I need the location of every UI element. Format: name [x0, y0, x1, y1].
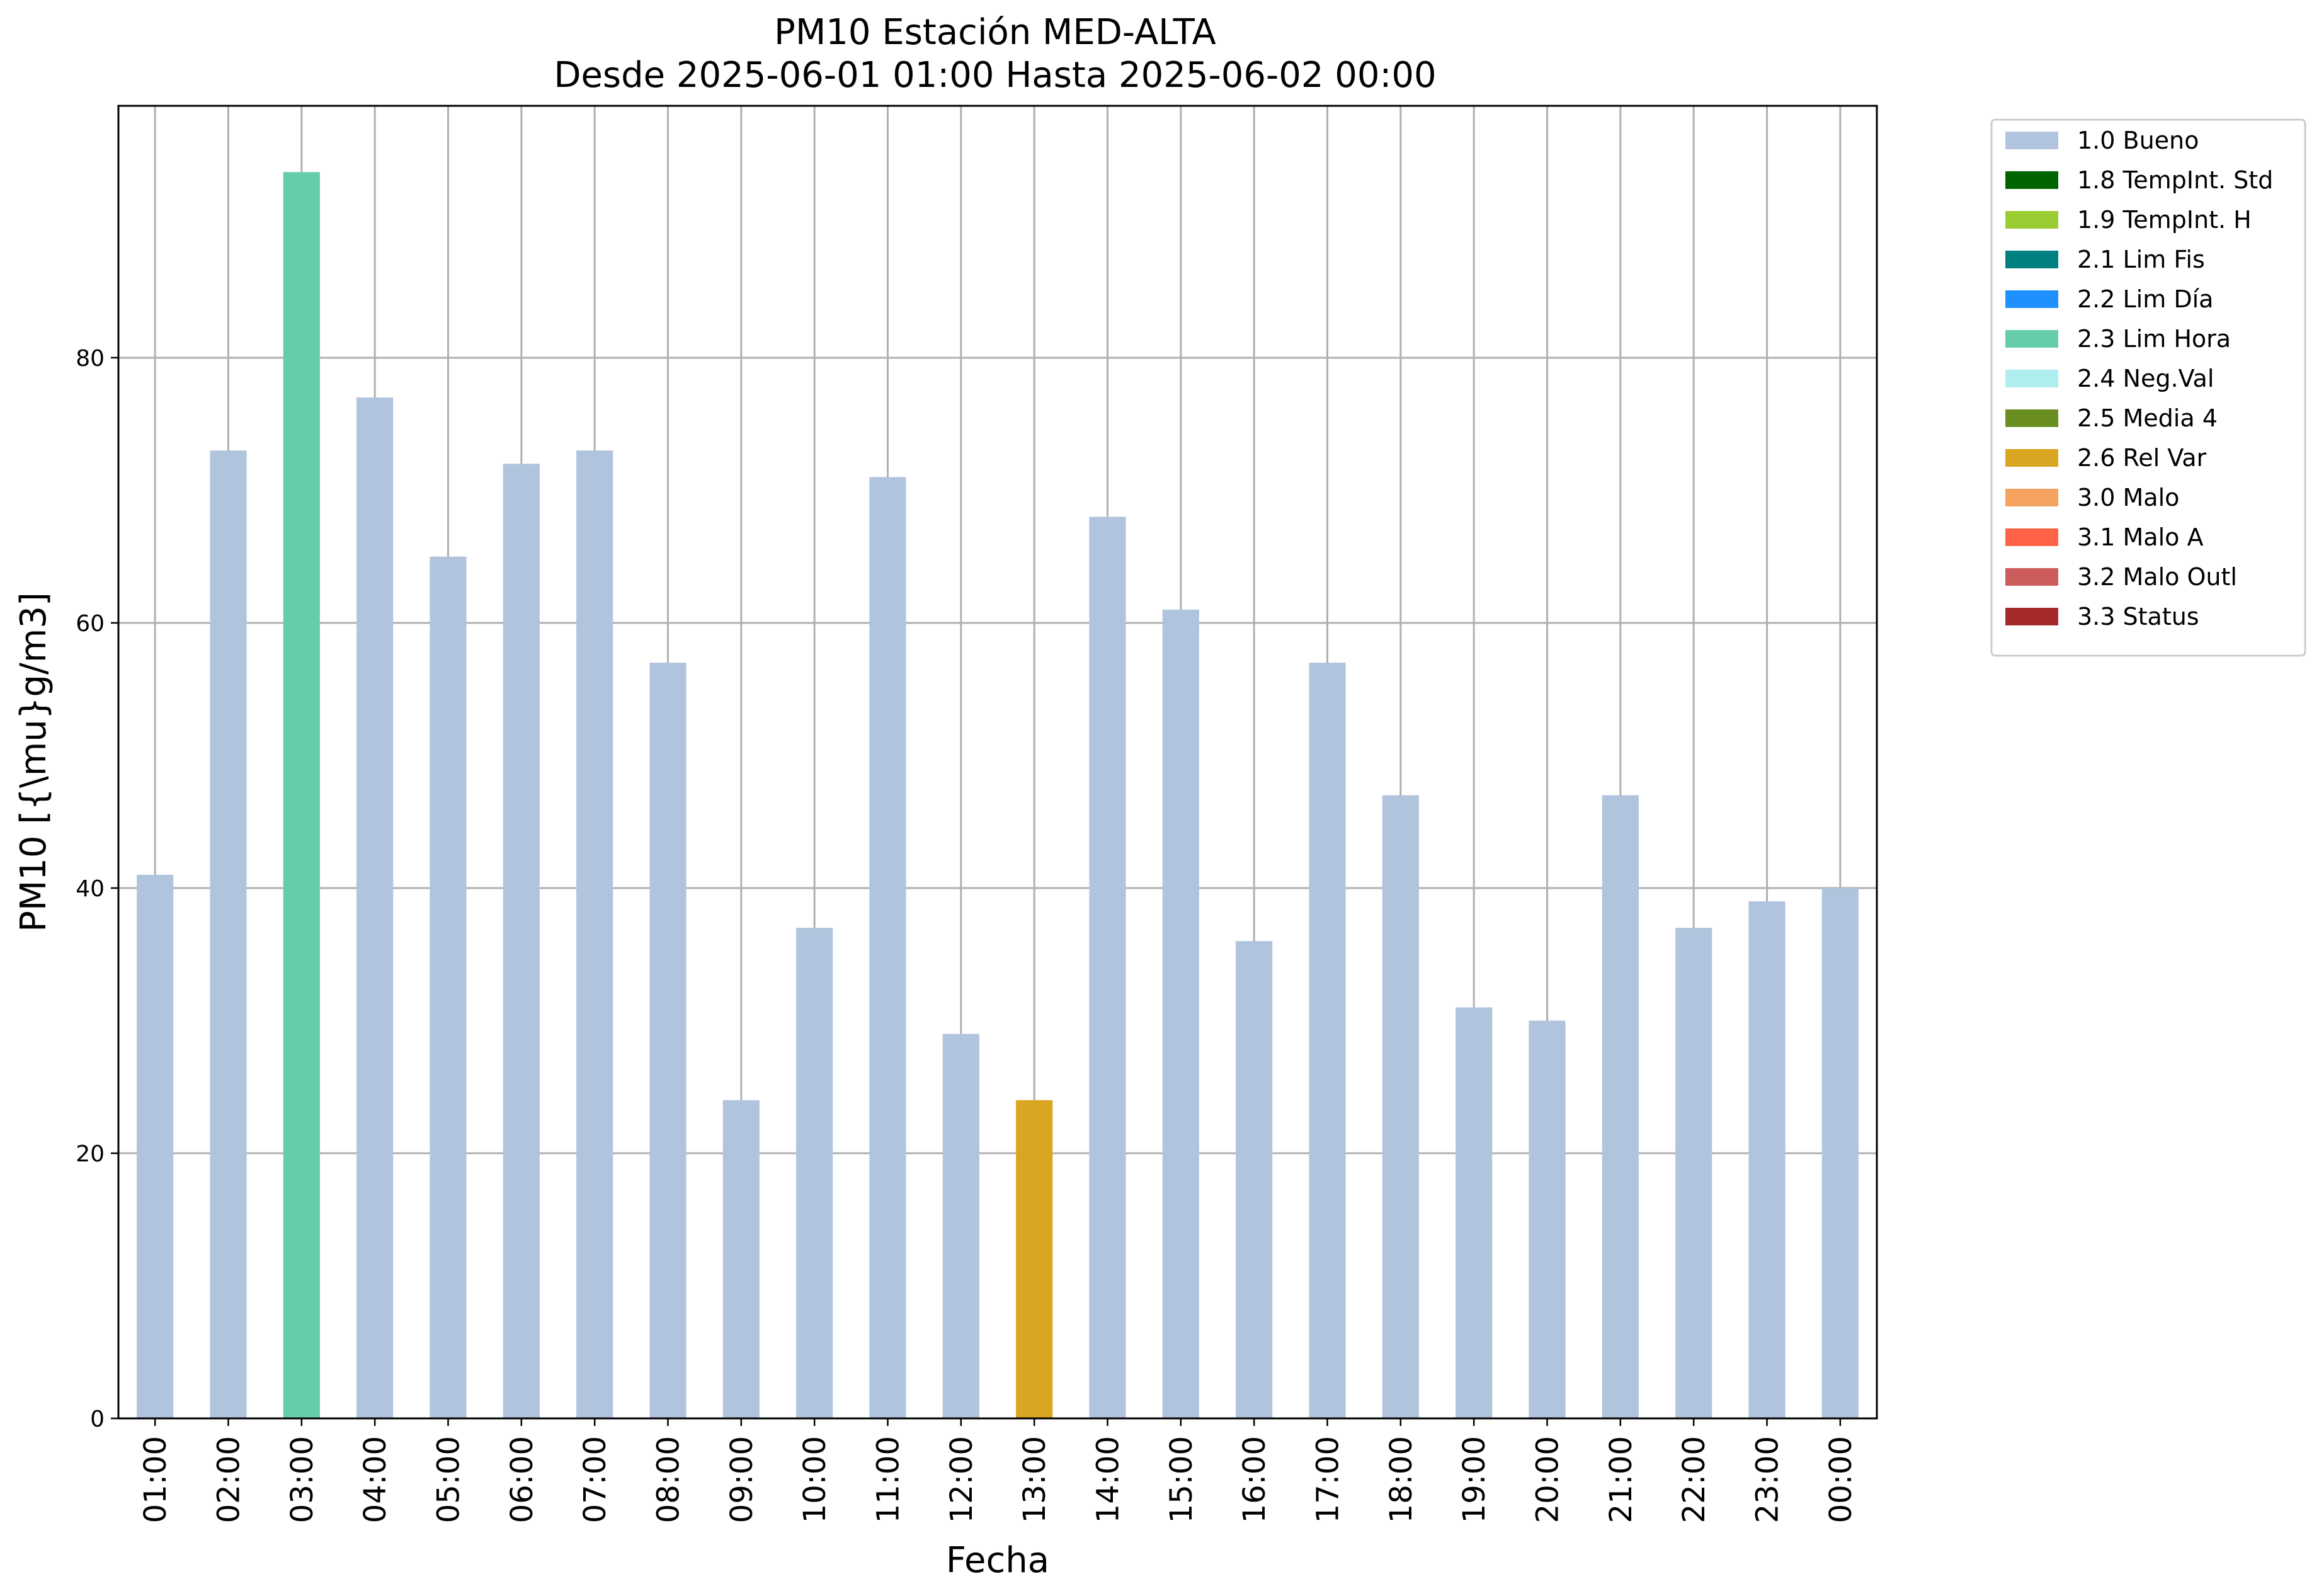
y-tick-label: 60 [76, 611, 105, 637]
x-tick-label: 21:00 [1604, 1436, 1639, 1523]
x-tick-label: 04:00 [358, 1436, 393, 1523]
bar-0900 [722, 1100, 760, 1418]
chart-subtitle: Desde 2025-06-01 01:00 Hasta 2025-06-02 … [554, 55, 1436, 96]
plot-area-frame [117, 105, 1878, 1420]
bars [137, 172, 1859, 1419]
legend-swatch [2005, 211, 2058, 229]
bar-1200 [942, 1034, 979, 1418]
legend-label: 1.8 TempInt. Std [2077, 166, 2273, 194]
bar-1400 [1089, 516, 1126, 1418]
legend: 1.0 Bueno 1.8 TempInt. Std 1.9 TempInt. H 2… [1990, 118, 2306, 657]
x-tick-label: 23:00 [1750, 1436, 1786, 1523]
legend-swatch [2005, 132, 2058, 149]
bar-0800 [649, 663, 687, 1418]
x-tick-label: 07:00 [578, 1436, 613, 1523]
legend-label: 1.0 Bueno [2077, 127, 2199, 154]
bar-0400 [356, 397, 394, 1418]
legend-label: 3.2 Malo Outl [2077, 563, 2237, 591]
x-tick-label: 13:00 [1017, 1436, 1052, 1523]
x-axis-ticks: 01:00 02:00 03:00 04:00 05:00 06:00 07:00 08:00… [138, 1418, 1859, 1523]
legend-swatch [2005, 489, 2058, 506]
x-tick-label: 10:00 [797, 1436, 833, 1523]
x-tick-label: 05:00 [431, 1436, 467, 1523]
bar-0300 [283, 172, 320, 1418]
x-tick-label: 06:00 [504, 1436, 540, 1523]
legend-swatch [2005, 251, 2058, 268]
x-tick-label: 16:00 [1237, 1436, 1272, 1523]
bar-2100 [1602, 795, 1639, 1418]
legend-swatch [2005, 528, 2058, 546]
bar-1300 [1016, 1100, 1053, 1418]
y-axis-label: PM10 [{\mu}g/m3] [13, 592, 54, 932]
y-tick-label: 40 [76, 876, 105, 902]
x-tick-label: 14:00 [1091, 1436, 1126, 1523]
legend-swatch [2005, 608, 2058, 625]
legend-swatch [2005, 330, 2058, 348]
bar-0500 [430, 556, 467, 1418]
x-tick-label: 11:00 [871, 1436, 906, 1523]
x-tick-label: 22:00 [1677, 1436, 1712, 1523]
x-tick-label: 01:00 [138, 1436, 173, 1523]
legend-swatch [2005, 568, 2058, 586]
x-tick-label: 18:00 [1384, 1436, 1419, 1523]
bar-1900 [1456, 1007, 1493, 1418]
bar-0100 [137, 874, 174, 1418]
legend-label: 2.5 Media 4 [2077, 404, 2218, 432]
x-tick-label: 03:00 [285, 1436, 320, 1523]
legend-label: 2.3 Lim Hora [2077, 325, 2231, 353]
legend-swatch [2005, 370, 2058, 387]
bar-0600 [503, 464, 540, 1418]
bar-0000 [1821, 887, 1859, 1418]
x-tick-label: 12:00 [944, 1436, 979, 1523]
bar-1700 [1309, 663, 1346, 1418]
x-tick-label: 15:00 [1164, 1436, 1199, 1523]
y-tick-label: 80 [76, 346, 105, 372]
legend-swatch [2005, 290, 2058, 308]
legend-label: 2.4 Neg.Val [2077, 365, 2214, 392]
legend-frame [1990, 118, 2306, 657]
y-tick-label: 0 [90, 1406, 105, 1432]
bar-1000 [796, 928, 833, 1418]
x-axis-label: Fecha [946, 1540, 1049, 1581]
legend-label: 3.0 Malo [2077, 484, 2179, 511]
bar-0200 [210, 450, 247, 1418]
legend-label: 2.6 Rel Var [2077, 444, 2207, 472]
x-tick-label: 00:00 [1823, 1436, 1859, 1523]
bar-0700 [576, 450, 613, 1418]
x-tick-label: 09:00 [724, 1436, 760, 1523]
bar-2200 [1675, 928, 1712, 1418]
legend-label: 3.3 Status [2077, 603, 2199, 630]
legend-label: 2.1 Lim Fis [2077, 246, 2205, 273]
legend-label: 2.2 Lim Día [2077, 285, 2213, 313]
x-tick-label: 20:00 [1530, 1436, 1566, 1523]
bar-2300 [1748, 901, 1786, 1418]
chart-title: PM10 Estación MED-ALTA [774, 12, 1216, 53]
legend-label: 1.9 TempInt. H [2077, 206, 2252, 234]
bar-1100 [869, 477, 906, 1419]
x-tick-label: 17:00 [1311, 1436, 1346, 1523]
y-tick-label: 20 [76, 1141, 105, 1167]
bar-1500 [1162, 609, 1199, 1418]
legend-swatch [2005, 449, 2058, 467]
legend-label: 3.1 Malo A [2077, 523, 2203, 551]
bar-2000 [1529, 1020, 1566, 1418]
x-tick-label: 08:00 [651, 1436, 687, 1523]
bar-1600 [1236, 941, 1273, 1418]
legend-swatch [2005, 409, 2058, 427]
x-tick-label: 02:00 [212, 1436, 247, 1523]
x-tick-label: 19:00 [1457, 1436, 1492, 1523]
bar-1800 [1382, 795, 1419, 1418]
y-axis-ticks: 0 20 40 60 80 [76, 346, 118, 1432]
legend-swatch [2005, 171, 2058, 189]
